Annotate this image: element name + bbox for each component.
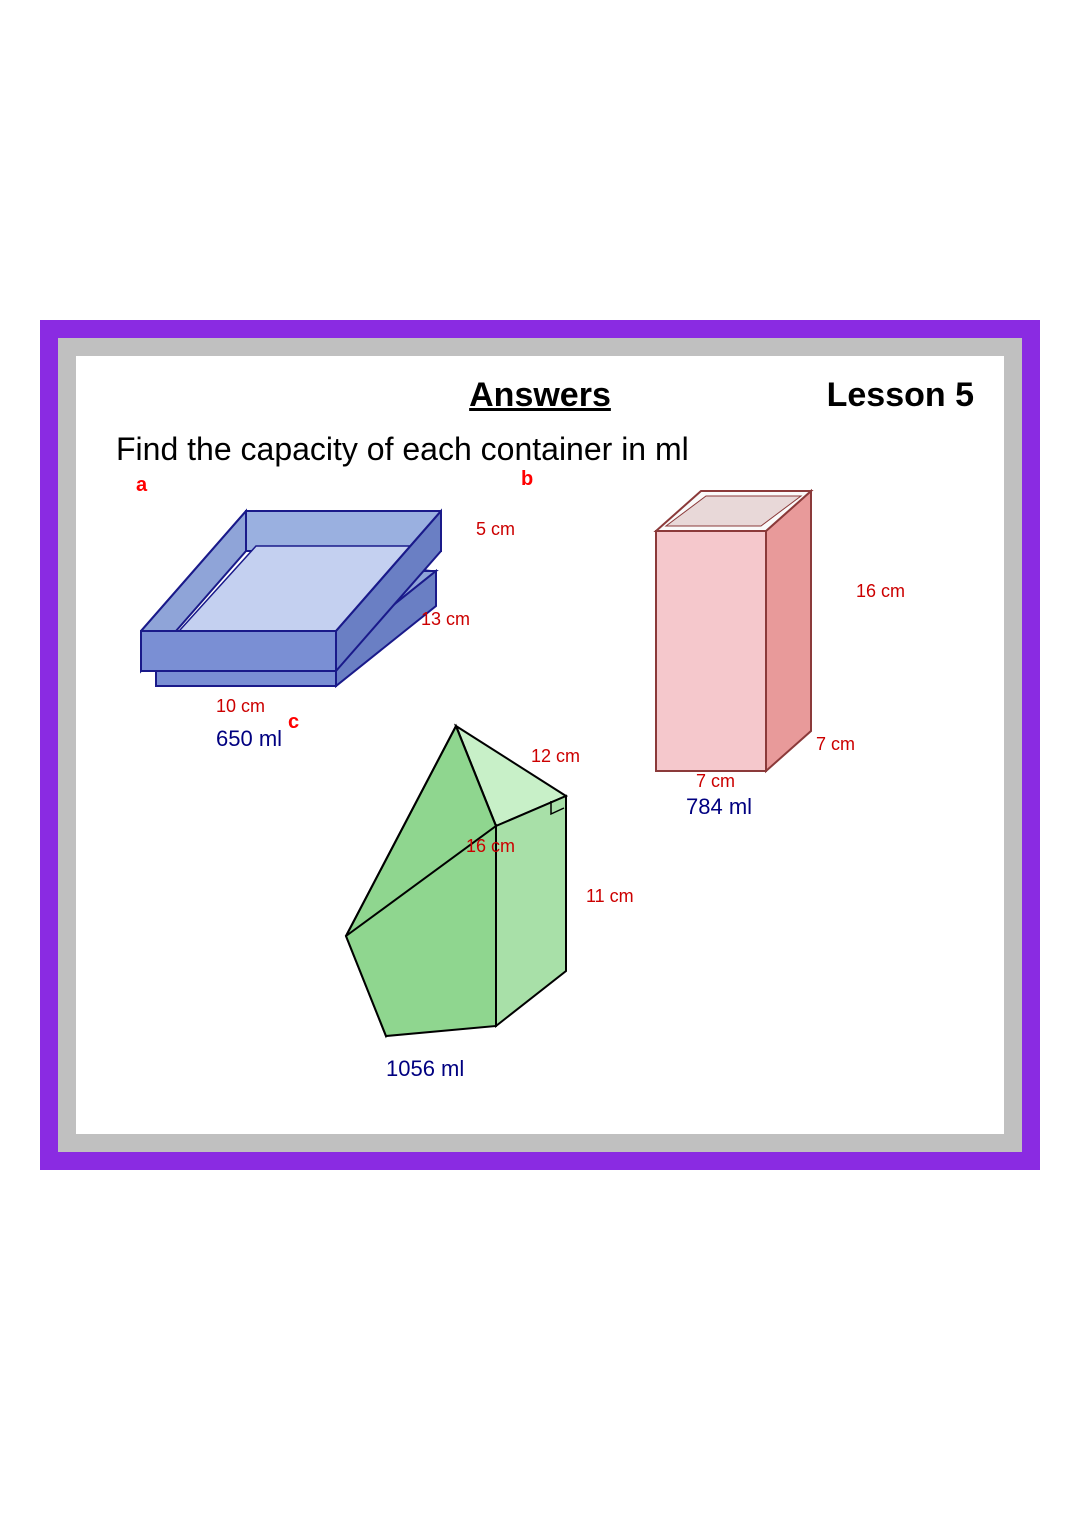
shape-a-dim1: 5 cm	[476, 519, 515, 540]
shape-a-answer: 650 ml	[216, 726, 282, 752]
shape-b-answer: 784 ml	[686, 794, 752, 820]
shape-a-label: a	[136, 474, 147, 497]
shape-a-dim2: 13 cm	[421, 609, 470, 630]
shape-c-dim1: 12 cm	[531, 746, 580, 767]
shape-b-cuboid	[636, 471, 836, 781]
instruction-text: Find the capacity of each container in m…	[116, 431, 689, 468]
shape-a-tray	[131, 486, 461, 696]
shape-c-label: c	[288, 711, 299, 734]
shape-a-dim3: 10 cm	[216, 696, 265, 717]
slide-content: Answers Lesson 5 Find the capacity of ea…	[76, 356, 1004, 1134]
shape-c-answer: 1056 ml	[386, 1056, 464, 1082]
shape-b-label: b	[521, 468, 533, 491]
shape-b-dim1: 16 cm	[856, 581, 905, 602]
lesson-number: Lesson 5	[827, 376, 974, 415]
shape-c-dim2: 16 cm	[466, 836, 515, 857]
shape-b-dim2: 7 cm	[816, 734, 855, 755]
shape-c-prism	[326, 716, 606, 1056]
shape-c-dim3: 11 cm	[586, 886, 634, 907]
slide-frame-outer: Answers Lesson 5 Find the capacity of ea…	[40, 320, 1040, 1170]
slide-frame-mid: Answers Lesson 5 Find the capacity of ea…	[58, 338, 1022, 1152]
slide-title: Answers	[469, 376, 611, 415]
shape-b-dim3: 7 cm	[696, 771, 735, 792]
